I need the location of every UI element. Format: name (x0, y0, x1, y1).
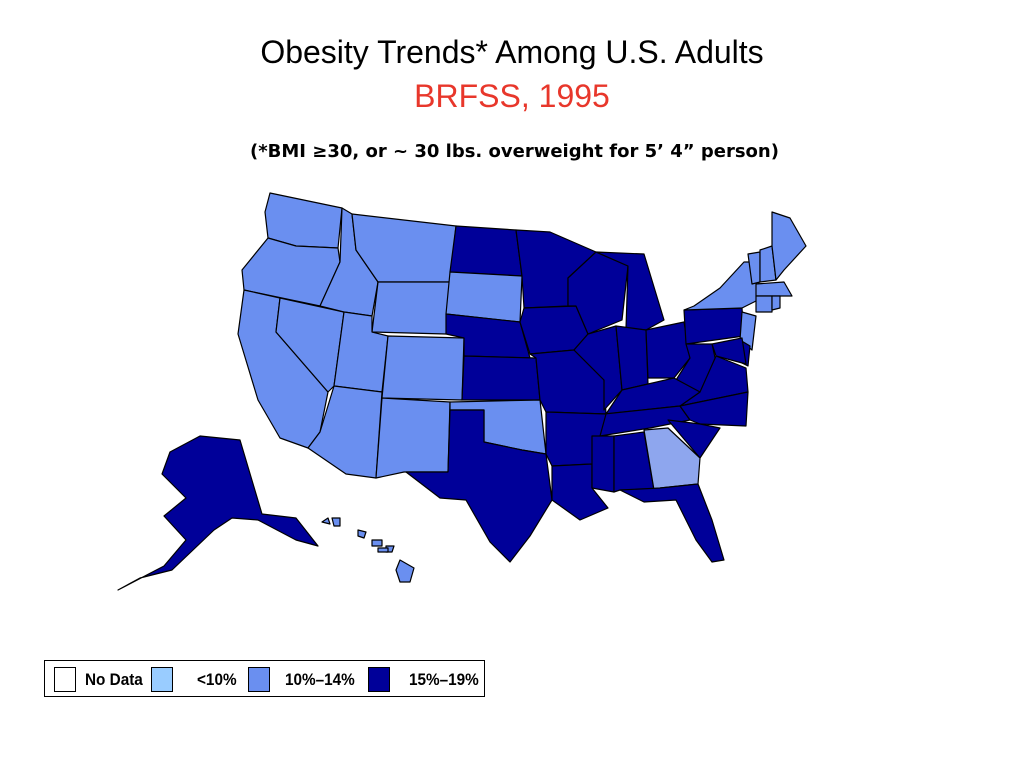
state-md (711, 337, 747, 365)
state-ny (683, 261, 761, 311)
legend-label-15-19: 15%–19% (409, 670, 479, 689)
state-hi (321, 517, 331, 525)
state-tx (405, 409, 553, 563)
state-ak (117, 435, 319, 591)
state-ri (771, 295, 781, 311)
state-ma (755, 281, 793, 297)
state-hi (395, 559, 415, 583)
legend-swatch-no-data (54, 667, 76, 692)
state-pa (683, 307, 745, 345)
state-co (381, 335, 465, 401)
state-me (771, 211, 807, 281)
state-az (307, 385, 383, 479)
state-ms (591, 435, 615, 493)
state-sc (667, 419, 721, 459)
legend-swatch-10-14 (248, 667, 270, 692)
state-sd (445, 271, 523, 323)
legend-swatch-lt10 (151, 667, 173, 692)
state-fl (619, 483, 725, 563)
state-wy (371, 281, 451, 335)
legend-label-10-14: 10%–14% (285, 670, 355, 689)
legend-label-lt10: <10% (197, 670, 237, 689)
state-nc (679, 391, 749, 427)
state-nm (375, 397, 451, 479)
legend-label-no-data: No Data (85, 670, 143, 689)
state-hi (377, 547, 389, 553)
state-wa (264, 192, 343, 249)
state-hi (357, 529, 367, 539)
bmi-footnote: (*BMI ≥30, or ~ 30 lbs. overweight for 5… (250, 141, 779, 162)
state-nd (449, 225, 523, 277)
state-oh (645, 321, 691, 379)
state-hi (371, 539, 383, 547)
legend: No Data <10% 10%–14% 15%–19% (44, 660, 485, 697)
map-subtitle: BRFSS, 1995 (414, 78, 610, 114)
state-nj (739, 311, 757, 351)
state-ks (461, 355, 541, 401)
map-title: Obesity Trends* Among U.S. Adults (260, 34, 764, 70)
state-ct (755, 295, 773, 313)
state-in (615, 325, 649, 391)
legend-swatch-15-19 (368, 667, 390, 692)
state-hi (331, 517, 341, 527)
